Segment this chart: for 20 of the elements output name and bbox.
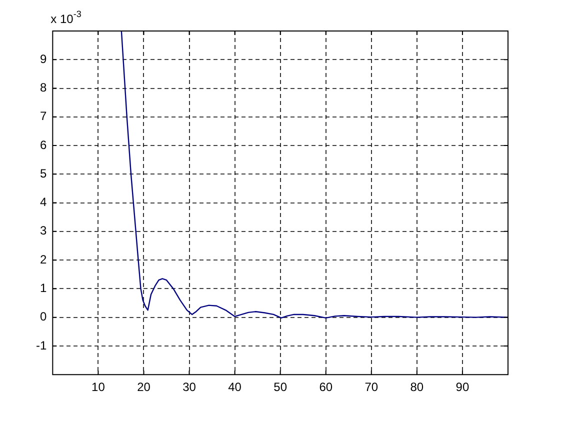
y-tick-label: 1 — [40, 281, 47, 296]
y-tick-label: 9 — [40, 52, 47, 66]
x-tick-label: 10 — [92, 380, 106, 394]
y-tick-label: 0 — [40, 310, 47, 324]
x-tick-label: 60 — [319, 380, 333, 394]
x-tick-label: 80 — [410, 380, 424, 394]
y-tick-label: 2 — [40, 252, 47, 266]
y-tick-label: 7 — [40, 109, 47, 124]
x-tick-label: 50 — [274, 380, 288, 394]
y-tick-label: 6 — [40, 138, 47, 152]
y-tick-label: -1 — [36, 338, 47, 352]
y-tick-label: 3 — [40, 224, 47, 238]
y-tick-label: 4 — [40, 195, 47, 210]
y-tick-label: 8 — [40, 80, 47, 95]
x-tick-label: 30 — [182, 380, 196, 394]
y-tick-label: 5 — [40, 166, 47, 180]
x-tick-label: 40 — [228, 380, 242, 394]
x-tick-label: 20 — [137, 380, 151, 394]
x-tick-label: 70 — [364, 380, 378, 394]
x-tick-label: 90 — [456, 380, 470, 394]
